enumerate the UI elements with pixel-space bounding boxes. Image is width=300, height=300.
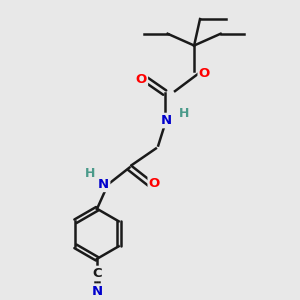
Text: N: N: [160, 114, 172, 127]
Text: C: C: [92, 267, 102, 280]
Text: O: O: [149, 177, 160, 190]
Text: O: O: [199, 67, 210, 80]
Text: N: N: [92, 285, 103, 298]
Text: N: N: [98, 178, 109, 191]
Text: O: O: [136, 73, 147, 86]
Text: H: H: [85, 167, 95, 180]
Text: H: H: [178, 107, 189, 120]
